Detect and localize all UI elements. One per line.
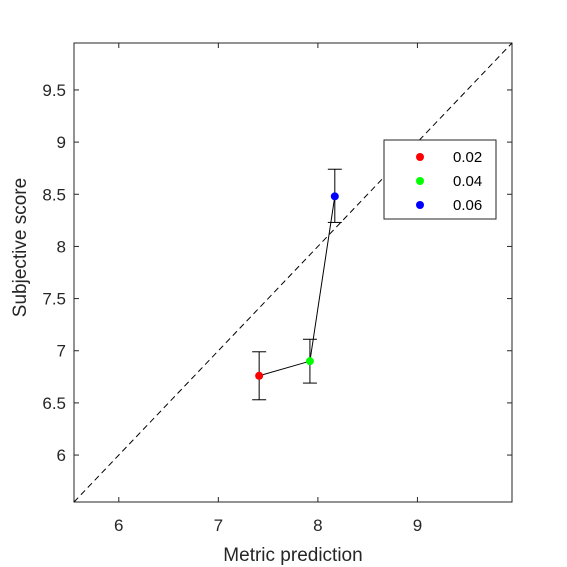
legend-label: 0.04 — [453, 173, 482, 190]
y-axis-label: Subjective score — [10, 178, 31, 317]
legend: 0.02 0.04 0.06 — [383, 139, 497, 220]
data-point-0.06 — [330, 192, 339, 201]
x-tick-label: 9 — [413, 516, 422, 535]
plot-area: 6 7 8 9 6 6.5 7 7.5 8 8.5 9 9.5 — [42, 42, 513, 535]
legend-label: 0.02 — [453, 149, 482, 166]
error-bars — [252, 168, 342, 401]
data-point-0.04 — [305, 357, 314, 366]
data-point-0.02 — [255, 371, 264, 380]
legend-item: 0.06 — [416, 197, 482, 214]
y-tick-label: 9.5 — [42, 81, 66, 100]
y-tick-label: 6 — [57, 446, 66, 465]
y-tick-label: 8.5 — [42, 185, 66, 204]
reference-diagonal-line — [73, 42, 513, 503]
axis-ticks: 6 7 8 9 6 6.5 7 7.5 8 8.5 9 9.5 — [42, 43, 512, 535]
x-tick-label: 8 — [313, 516, 322, 535]
legend-marker — [416, 153, 424, 161]
legend-box — [383, 139, 497, 220]
x-tick-label: 7 — [214, 516, 223, 535]
x-tick-label: 6 — [114, 516, 123, 535]
y-tick-label: 7.5 — [42, 290, 66, 309]
legend-label: 0.06 — [453, 197, 482, 214]
y-tick-label: 9 — [57, 133, 66, 152]
legend-item: 0.04 — [416, 173, 482, 190]
y-tick-label: 8 — [57, 237, 66, 256]
legend-item: 0.02 — [416, 149, 482, 166]
y-tick-label: 7 — [57, 342, 66, 361]
legend-marker — [416, 177, 424, 185]
x-axis-label: Metric prediction — [223, 545, 362, 566]
data-points — [255, 192, 339, 380]
y-tick-label: 6.5 — [42, 394, 66, 413]
legend-marker — [416, 201, 424, 209]
